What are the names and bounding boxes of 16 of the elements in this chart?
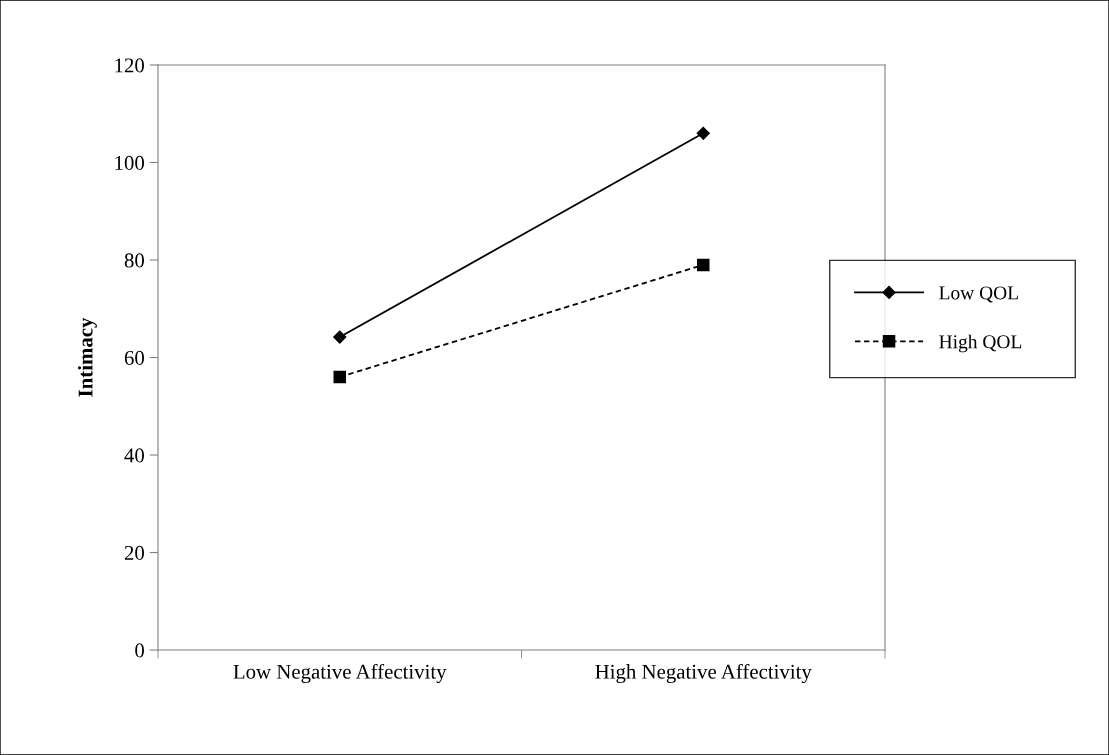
y-tick-label: 120 [115, 58, 145, 73]
y-tick-label: 20 [124, 545, 145, 560]
point [696, 258, 710, 272]
legend-label: Low QOL [939, 286, 1018, 303]
x-tick-label: Low Negative Affectivity [233, 663, 447, 684]
y-tick-label: 40 [124, 448, 145, 463]
y-tick-label: 60 [124, 350, 145, 365]
y-tick-label: 100 [115, 155, 145, 170]
y-tick-label: 0 [135, 643, 145, 658]
point [333, 370, 347, 384]
y-axis-title: Intimacy [77, 317, 97, 397]
point [696, 126, 710, 140]
legend-label: High QOL [939, 334, 1022, 353]
x-tick-label: High Negative Affectivity [595, 663, 812, 684]
point [333, 330, 347, 344]
y-tick-label: 80 [124, 253, 145, 268]
